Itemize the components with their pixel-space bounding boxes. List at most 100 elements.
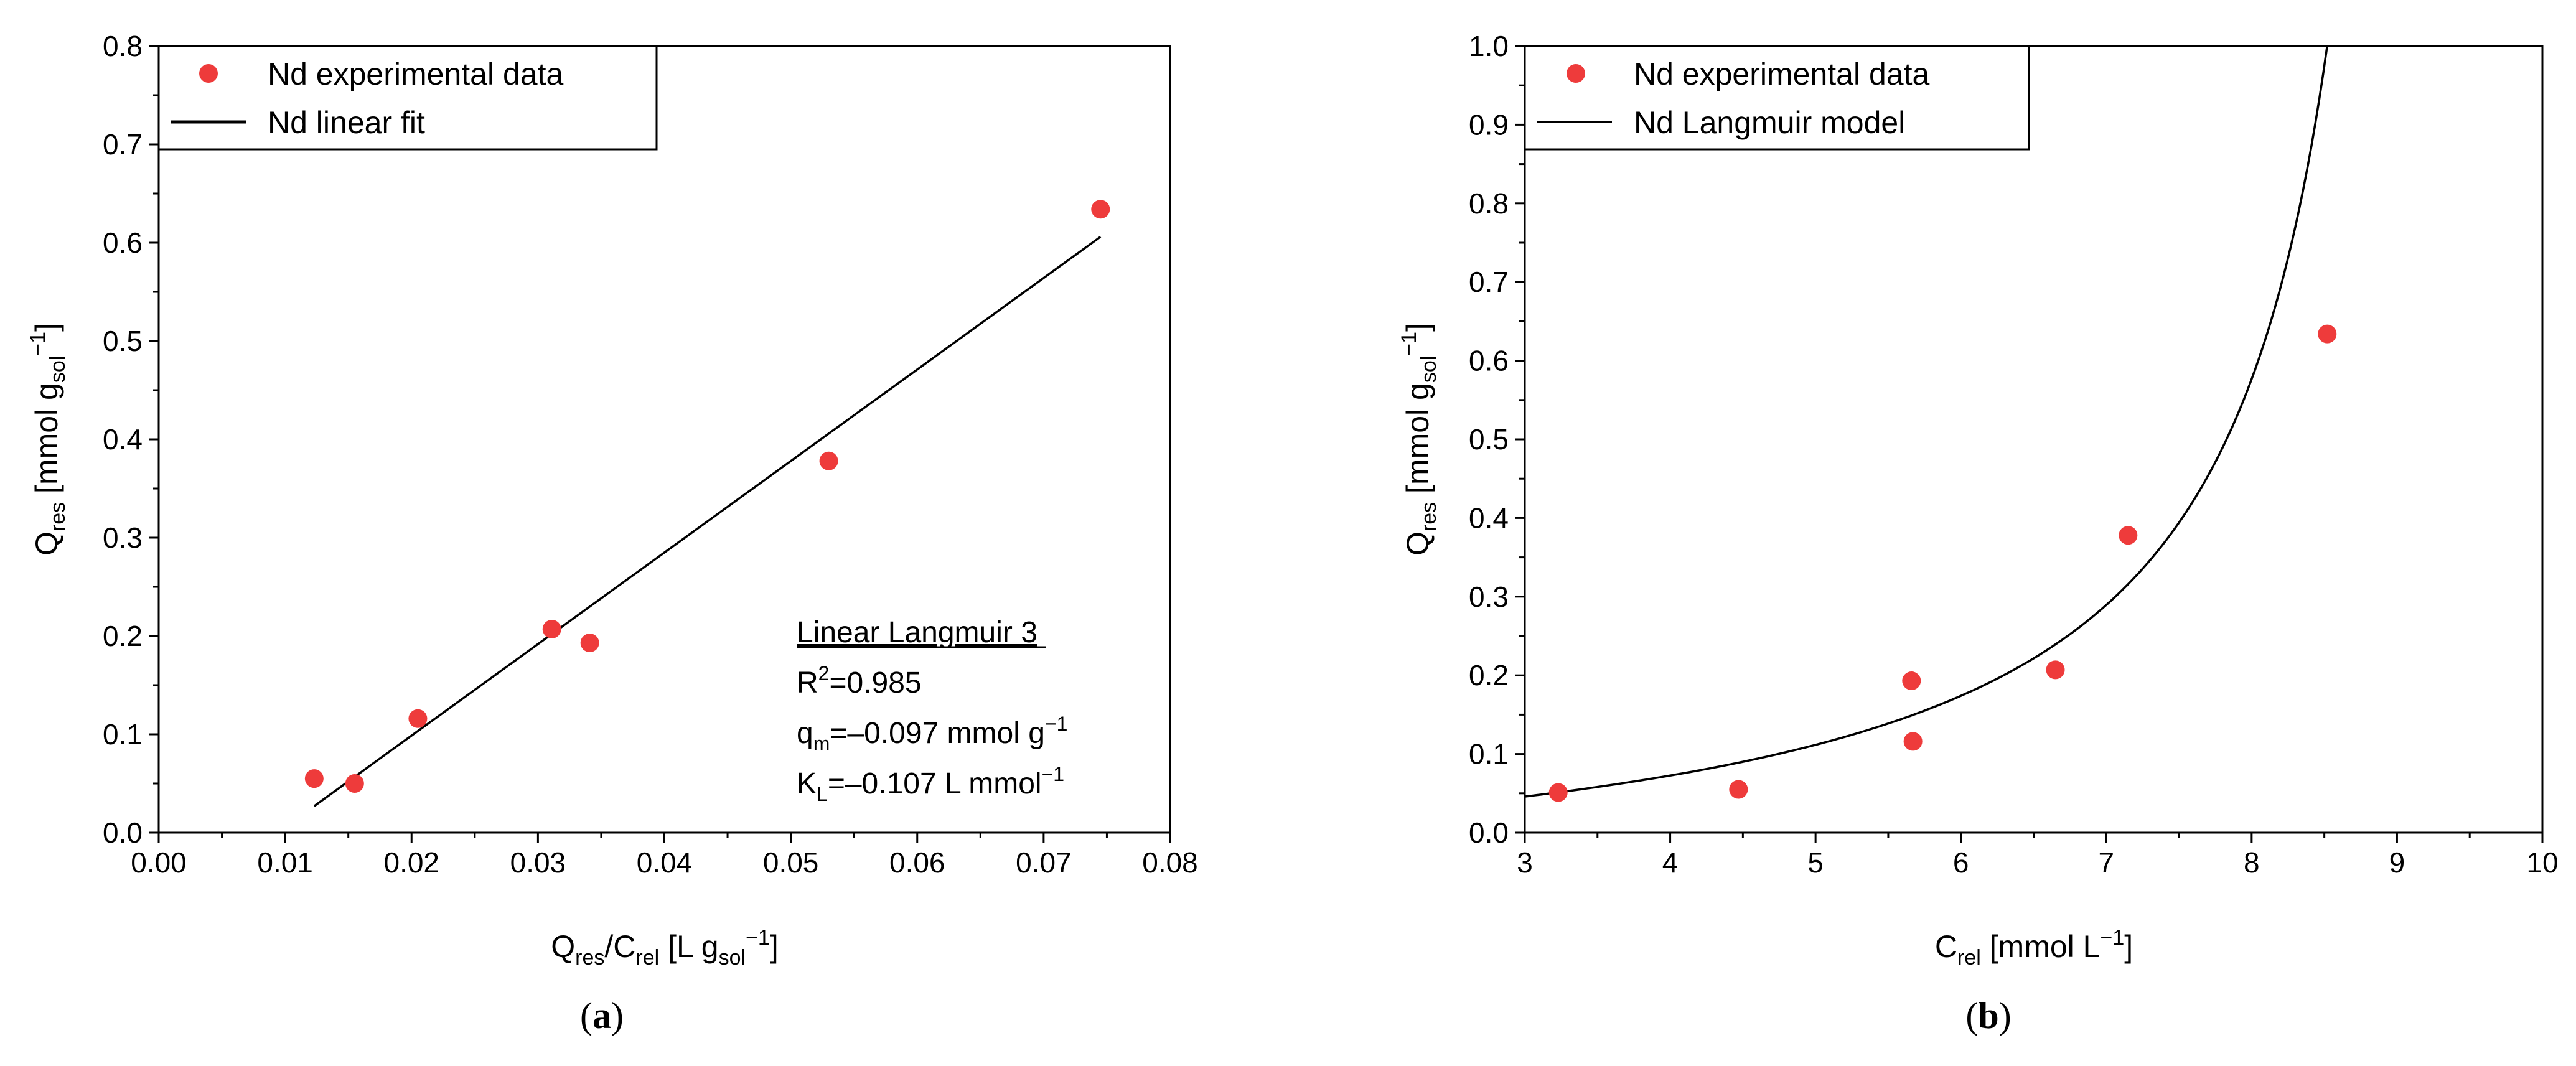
panel-b-xlabel-part: C — [1935, 929, 1957, 964]
panel-a-x-axis-label: Qres/Crel [L gsol−1] — [551, 926, 779, 970]
panel-b-xlabel-part: −1 — [2100, 926, 2124, 950]
panel-a-ylabel-part: sol — [46, 356, 70, 383]
panel-b-y-tick-label: 0.0 — [1469, 816, 1509, 849]
panel-b-data-point — [1729, 780, 1748, 799]
panel-a-legend: Nd experimental data Nd linear fit — [157, 45, 658, 151]
panel-b-x-tick-label: 7 — [2098, 846, 2114, 879]
panel-b-ylabel-part: [mmol g — [1400, 383, 1435, 502]
panel-a-qm-sub: m — [813, 732, 830, 755]
panel-a-series — [304, 200, 1110, 807]
panel-b-data-point — [1548, 783, 1568, 802]
panel-b-x-tick-label: 6 — [1953, 846, 1969, 879]
panel-b-caption-part: ( — [1965, 995, 1978, 1036]
panel-b-xlabel-part: [mmol L — [1981, 929, 2101, 964]
panel-a-data-point — [580, 634, 599, 653]
panel-a-data-point — [304, 769, 324, 788]
panel-a-xlabel-part: [L g — [659, 929, 718, 964]
panel-b-y-axis-label: Qres [mmol gsol−1] — [1397, 323, 1441, 556]
panel-b-x-axis-label: Crel [mmol L−1] — [1935, 926, 2133, 970]
panel-b-ticks: 3 4 5 6 7 8 9 10 0.0 0.1 0.2 0.3 0.4 0.5 0.6 0.7 0.8 0.9 1… — [1469, 30, 2559, 879]
panel-b-legend-entry-points: Nd experimental data — [1634, 57, 1929, 91]
panel-a-y-tick-label: 0.8 — [103, 30, 143, 62]
panel-a-legend-marker — [199, 64, 218, 83]
panel-a-kl-sup: −1 — [1042, 763, 1064, 785]
panel-b-data-point — [2318, 324, 2337, 344]
panel-b-caption: (b) — [1965, 995, 2011, 1036]
panel-b-x-tick-label: 3 — [1517, 846, 1533, 879]
panel-a-kl-sub: L — [817, 783, 828, 805]
panel-a-x-tick-label: 0.07 — [1016, 846, 1072, 879]
panel-a-x-tick-label: 0.03 — [510, 846, 566, 879]
panel-a-chart: 0.00 0.01 0.02 0.03 0.04 0.05 0.06 0.07 0.08 0.0 0… — [26, 30, 1198, 1036]
panel-a-qm-sup: −1 — [1045, 713, 1067, 735]
panel-b-series — [1524, 45, 2337, 802]
panel-b-data-point — [2046, 660, 2065, 680]
panel-b-ylabel-part: −1 — [1397, 332, 1421, 356]
panel-b-y-tick-label: 1.0 — [1469, 30, 1509, 62]
panel-a-annotation-kl: KL=–0.107 L mmol−1 — [797, 763, 1064, 805]
panel-b-y-tick-label: 0.7 — [1469, 266, 1509, 298]
panel-a-r2-rhs: =0.985 — [829, 666, 921, 699]
panel-b-y-tick-label: 0.9 — [1469, 108, 1509, 141]
panel-a-y-tick-label: 0.3 — [103, 521, 143, 554]
panel-b-xlabel-part: rel — [1957, 946, 1981, 970]
panel-b-x-tick-label: 10 — [2526, 846, 2558, 879]
panel-b-ylabel-part: sol — [1417, 356, 1441, 383]
panel-b-legend-entry-line: Nd Langmuir model — [1634, 105, 1905, 140]
panel-a-data-point — [408, 709, 428, 728]
panel-b-ylabel-part: ] — [1400, 323, 1435, 332]
panel-a-ylabel-part: −1 — [26, 332, 50, 356]
panel-b-caption-part: ) — [1999, 995, 2012, 1036]
panel-a-y-tick-label: 0.7 — [103, 128, 143, 161]
panel-a-annotation-r2: R2=0.985 — [797, 662, 922, 699]
panel-b-y-tick-label: 0.4 — [1469, 502, 1509, 534]
panel-a-y-tick-label: 0.4 — [103, 423, 143, 456]
panel-a-legend-entry-points: Nd experimental data — [268, 57, 563, 91]
panel-a-x-tick-label: 0.06 — [889, 846, 945, 879]
panel-a-data-point — [542, 619, 561, 638]
panel-a-caption: (a) — [580, 995, 624, 1036]
panel-b-x-tick-label: 4 — [1662, 846, 1679, 879]
panel-a-kl-lhs: K — [797, 767, 817, 800]
panel-b-ylabel-part: res — [1417, 502, 1441, 531]
panel-b-chart: 3 4 5 6 7 8 9 10 0.0 0.1 0.2 0.3 0.4 0.5 0.6 0.7 0.8 0.9 1… — [1397, 30, 2559, 1036]
panel-a-xlabel-part: ] — [770, 929, 779, 964]
panel-a-r2-sup: 2 — [818, 662, 830, 685]
panel-b-data-point — [1903, 732, 1923, 751]
panel-b-ylabel-part: Q — [1400, 531, 1435, 556]
panel-a-annotation-qm: qm=–0.097 mmol g−1 — [797, 713, 1067, 755]
panel-a-x-tick-label: 0.02 — [383, 846, 439, 879]
panel-b-legend-box — [1524, 45, 2030, 151]
panel-a-x-tick-label: 0.01 — [257, 846, 313, 879]
panel-a-qm-lhs: q — [797, 717, 813, 750]
panel-a-kl-mid: =–0.107 L mmol — [828, 767, 1042, 800]
panel-a-x-tick-label: 0.08 — [1142, 846, 1198, 879]
panel-a-xlabel-part: /C — [604, 929, 635, 964]
panel-a-annotation: Linear Langmuir 3 R2=0.985 qm=–0.097 mmo… — [797, 616, 1067, 805]
panel-a-xlabel-part: Q — [551, 929, 575, 964]
panel-a-caption-part: ( — [580, 995, 592, 1036]
panel-b-legend: Nd experimental data Nd Langmuir model — [1524, 45, 2030, 151]
panel-a-y-tick-label: 0.6 — [103, 227, 143, 259]
panel-a-x-tick-label: 0.05 — [763, 846, 819, 879]
panel-b-data-point — [2119, 526, 2138, 545]
panel-a-x-tick-label: 0.04 — [637, 846, 693, 879]
panel-a-annotation-title: Linear Langmuir 3 — [797, 616, 1037, 649]
panel-b-plot-frame — [1524, 45, 2544, 834]
panel-a-y-axis-label: Qres [mmol gsol−1] — [26, 323, 70, 556]
panel-a-ylabel-part: res — [46, 502, 70, 531]
panel-b-y-tick-label: 0.1 — [1469, 738, 1509, 770]
panel-a-xlabel-part: rel — [635, 946, 659, 970]
panel-b-x-tick-label: 8 — [2244, 846, 2260, 879]
panel-a-y-tick-label: 0.5 — [103, 325, 143, 357]
panel-a-data-point — [345, 774, 364, 793]
panel-a-legend-box — [157, 45, 658, 151]
panel-a-legend-entry-line: Nd linear fit — [268, 105, 425, 140]
panel-b-x-tick-label: 9 — [2389, 846, 2405, 879]
panel-b-caption-letter: b — [1978, 995, 1998, 1036]
panel-b-y-tick-label: 0.5 — [1469, 423, 1509, 456]
panel-a-qm-mid: =–0.097 mmol g — [830, 717, 1045, 750]
panel-a-ticks: 0.00 0.01 0.02 0.03 0.04 0.05 0.06 0.07 0.08 0.0 0… — [103, 30, 1198, 879]
panel-a-xlabel-part: sol — [719, 946, 746, 970]
